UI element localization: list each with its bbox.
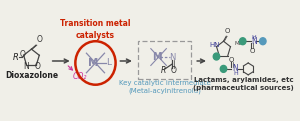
- Text: N: N: [169, 53, 176, 62]
- Text: CO₂: CO₂: [73, 72, 87, 81]
- Text: M: M: [152, 52, 162, 62]
- Circle shape: [239, 38, 246, 45]
- Circle shape: [220, 65, 227, 72]
- Text: O: O: [20, 50, 26, 59]
- Text: R: R: [160, 66, 166, 75]
- Text: N: N: [23, 62, 28, 71]
- Text: Dioxazolone: Dioxazolone: [5, 71, 58, 80]
- Text: O: O: [37, 35, 43, 44]
- Text: L: L: [106, 58, 111, 68]
- Text: Lactams, arylamides, etc
(pharmaceutical sources): Lactams, arylamides, etc (pharmaceutical…: [193, 77, 294, 91]
- Text: H: H: [233, 71, 238, 76]
- Circle shape: [260, 38, 266, 45]
- Text: O: O: [229, 57, 234, 63]
- Text: M: M: [88, 58, 98, 68]
- Text: O: O: [224, 28, 230, 34]
- Text: N: N: [232, 64, 238, 73]
- Text: O: O: [170, 66, 176, 75]
- Text: N: N: [251, 37, 256, 46]
- Bar: [139, 41, 191, 79]
- Text: H: H: [251, 35, 256, 40]
- Text: Key catalytic intermediate
(Metal-acylnitrenoid): Key catalytic intermediate (Metal-acylni…: [119, 80, 211, 94]
- Text: O: O: [249, 48, 254, 54]
- Text: HN: HN: [209, 42, 220, 48]
- Text: Me: Me: [234, 41, 242, 46]
- Text: R: R: [13, 53, 19, 62]
- Circle shape: [213, 53, 220, 60]
- Text: Transition metal
catalysts: Transition metal catalysts: [60, 19, 131, 40]
- Text: O: O: [34, 62, 40, 71]
